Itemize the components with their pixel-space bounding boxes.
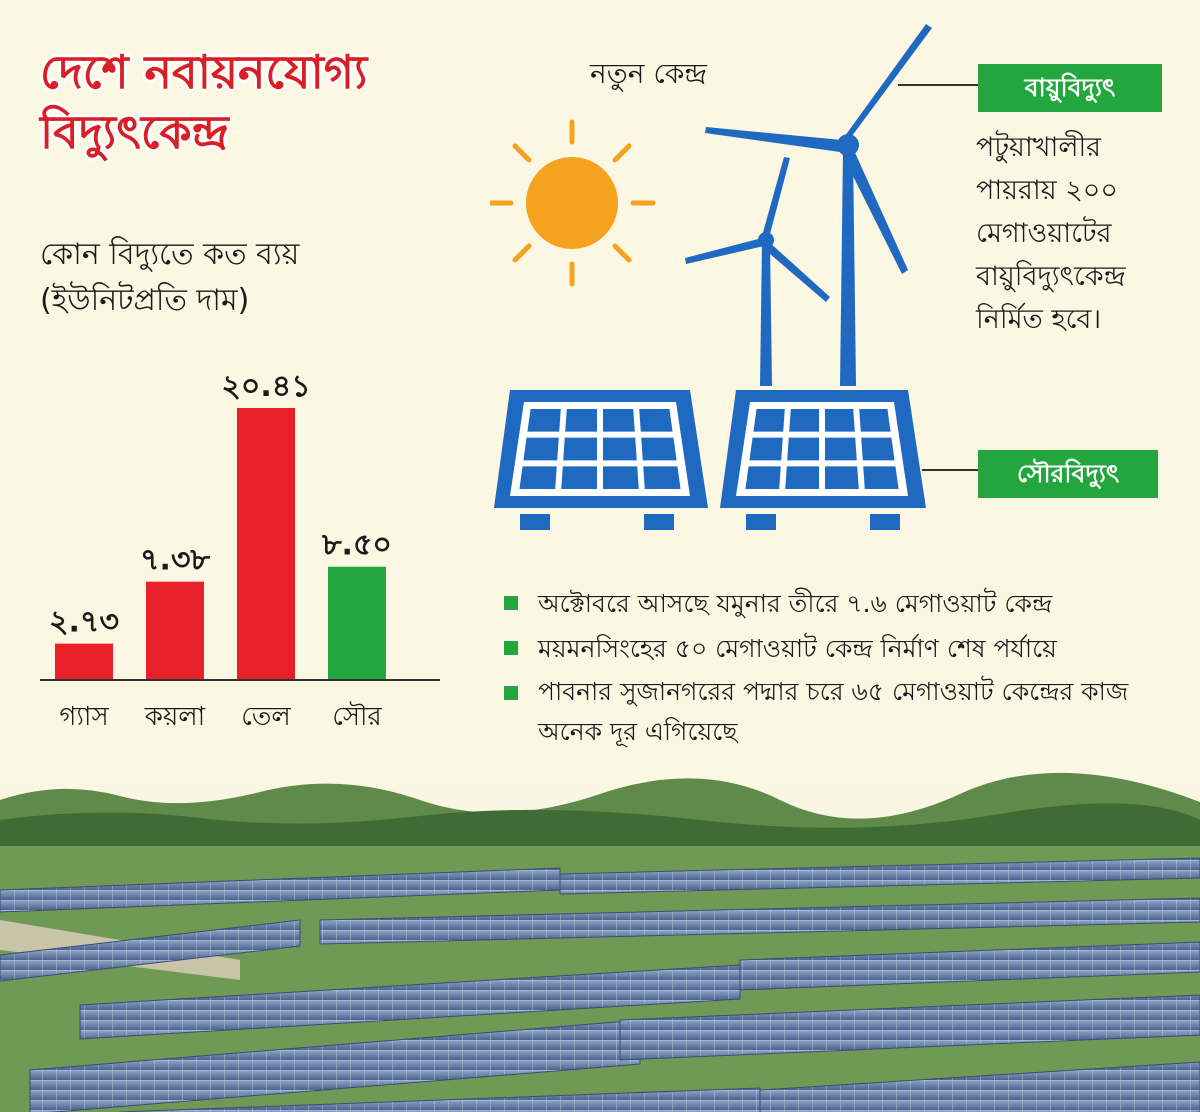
bar-value-label: ৮.৫০ (321, 528, 392, 563)
photo-panel-row (29, 1019, 641, 1112)
solar-cell (749, 437, 783, 461)
solar-cell (825, 437, 857, 461)
bar-4 (328, 566, 386, 680)
bullet-square-icon (504, 641, 518, 655)
photo-panel-row (739, 941, 1200, 991)
bullet-square-icon (504, 596, 518, 610)
solar-farm-photo (0, 770, 1200, 1112)
new-centres-heading: নতুন কেন্দ্র (590, 57, 707, 90)
solar-cell (565, 409, 597, 432)
solar-cell (863, 466, 899, 489)
solar-cell (603, 466, 639, 489)
solar-cell (861, 437, 895, 461)
bar-value-label: ২.৭৩ (49, 605, 119, 640)
bar-1 (55, 643, 113, 680)
renewable-illustration (490, 24, 978, 530)
solar-panel-icon (494, 390, 708, 530)
solar-power-tag: সৌরবিদ্যুৎ (978, 450, 1158, 498)
photo-panel-row (619, 994, 1200, 1061)
solar-cell (523, 437, 559, 461)
solar-cell (519, 466, 557, 489)
sun-icon (490, 119, 656, 287)
solar-panel-icon-2 (720, 390, 926, 530)
solar-cell (825, 409, 855, 432)
solar-cell (753, 409, 785, 432)
bullet-item: ময়মনসিংহের ৫০ মেগাওয়াট কেন্দ্র নির্মাণ… (498, 627, 1188, 670)
chart-subtitle-line2: (ইউনিটপ্রতি দাম) (40, 283, 250, 318)
photo-panel-row (759, 1061, 1200, 1112)
small-wind-turbine-icon (685, 157, 830, 386)
bullet-text: পাবনার সুজানগরের পদ্মার চরে ৬৫ মেগাওয়াট… (538, 677, 1129, 746)
chart-subtitle: কোন বিদ্যুতে কত ব্যয় (ইউনিটপ্রতি দাম) (40, 232, 480, 324)
solar-cell (563, 437, 597, 461)
solar-cell (789, 409, 819, 432)
solar-cell (603, 409, 635, 432)
category-label: গ্যাস (59, 702, 109, 732)
solar-cell (603, 437, 637, 461)
photo-panel-row (559, 857, 1200, 895)
photo-panel-row (0, 919, 301, 982)
bullet-square-icon (504, 686, 518, 700)
bullet-item: পাবনার সুজানগরের পদ্মার চরে ৬৫ মেগাওয়াট… (498, 672, 1188, 752)
photo-panel-row (319, 897, 1200, 945)
bar-value-label: ২০.৪১ (221, 369, 310, 404)
category-label: সৌর (332, 701, 382, 732)
solar-cell (787, 437, 819, 461)
news-bullets: অক্টোবরে আসছে যমুনার তীরে ৭.৬ মেগাওয়াট … (498, 582, 1188, 754)
wind-turbine-icon (705, 24, 932, 386)
chart-subtitle-line1: কোন বিদ্যুতে কত ব্যয় (40, 237, 300, 272)
bullet-item: অক্টোবরে আসছে যমুনার তীরে ৭.৬ মেগাওয়াট … (498, 582, 1188, 625)
headline: দেশে নবায়নযোগ্য বিদ্যুৎকেন্দ্র (40, 45, 368, 159)
solar-cell (527, 409, 561, 432)
wind-power-tag: বায়ুবিদ্যুৎ (978, 64, 1162, 112)
solar-cell (639, 409, 673, 432)
solar-cell (785, 466, 819, 489)
solar-cell (643, 466, 681, 489)
bar-value-label: ৭.৩৮ (140, 543, 210, 578)
photo-panel-row (79, 964, 741, 1040)
solar-cell (561, 466, 597, 489)
bar-3 (237, 408, 295, 680)
solar-cell (641, 437, 677, 461)
bullet-text: অক্টোবরে আসছে যমুনার তীরে ৭.৬ মেগাওয়াট … (538, 589, 1053, 618)
bullet-text: ময়মনসিংহের ৫০ মেগাওয়াট কেন্দ্র নির্মাণ… (538, 634, 1057, 663)
solar-cell (825, 466, 859, 489)
wind-power-description: পটুয়াখালীর পায়রায় ২০০ মেগাওয়াটের বায… (976, 132, 1126, 335)
category-label: তেল (241, 702, 291, 732)
bar-2 (146, 581, 204, 680)
solar-cell (859, 409, 891, 432)
category-label: কয়লা (144, 702, 206, 732)
cost-bar-chart: ২.৭৩ গ্যাস ৭.৩৮ কয়লা ২০.৪১ তেল ৮.৫০ সৌর (40, 369, 440, 732)
photo-panel-row (119, 1087, 761, 1112)
solar-cell (745, 466, 781, 489)
